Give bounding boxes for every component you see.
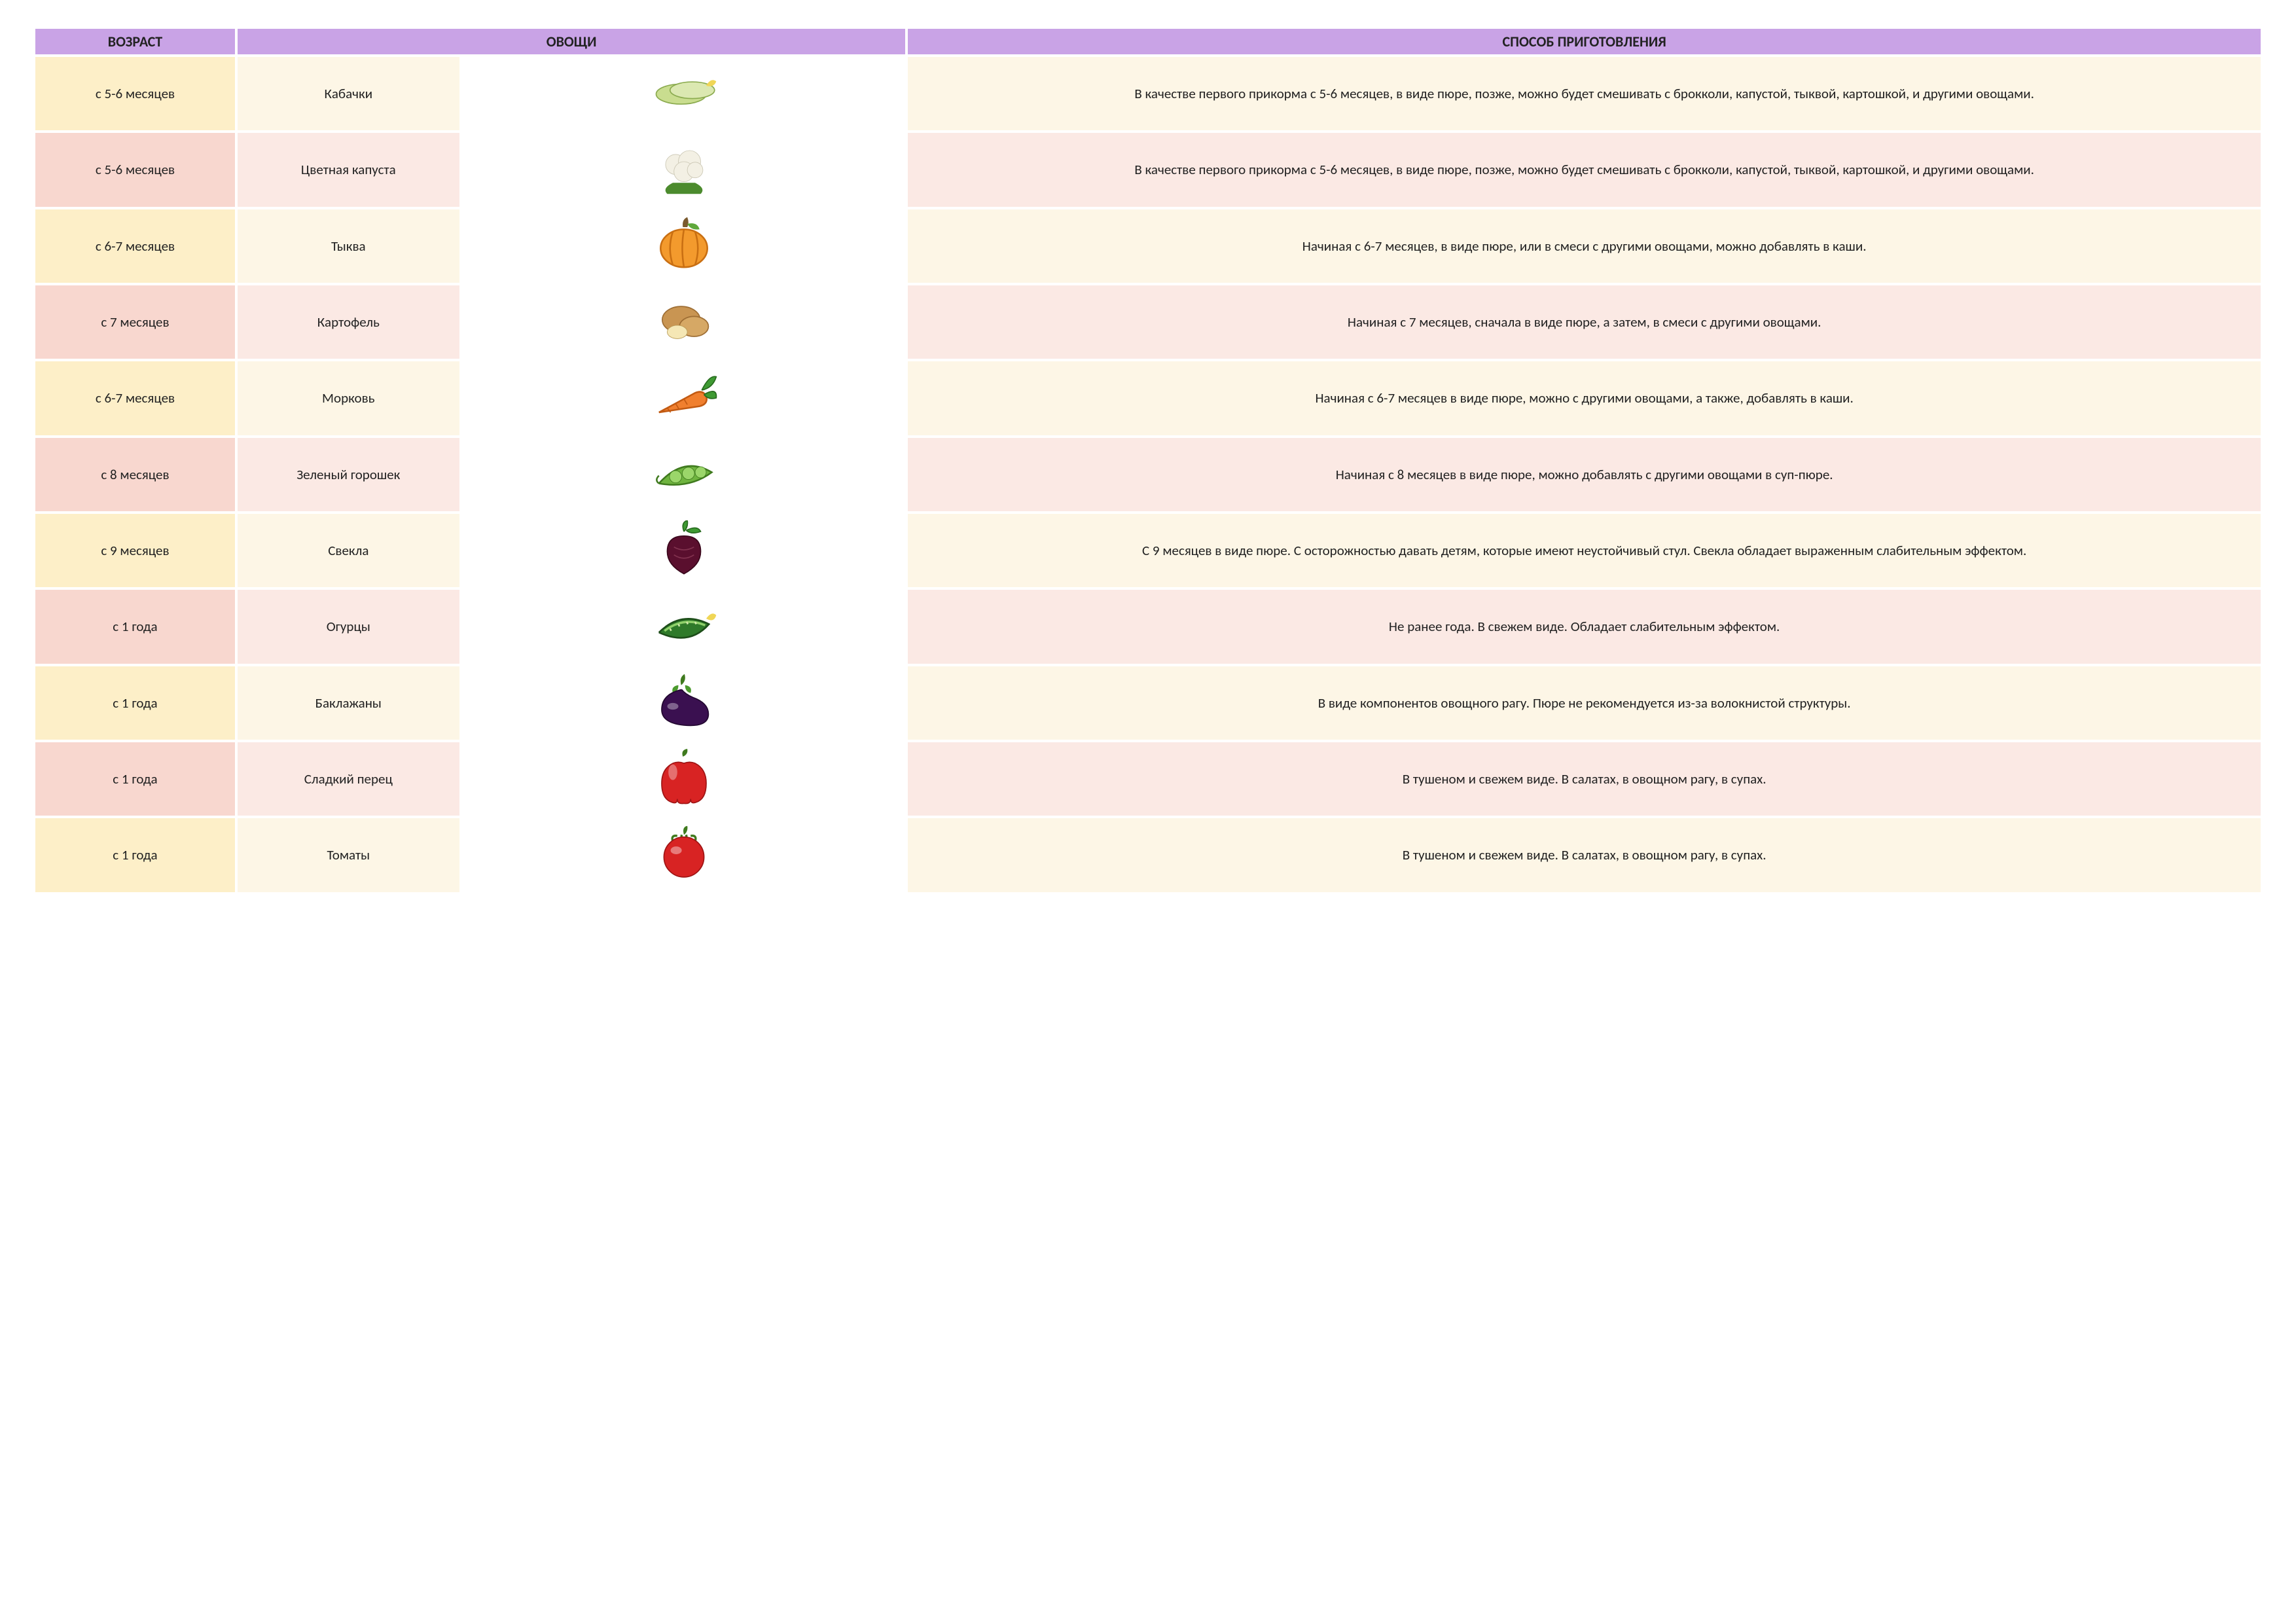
cell-icon — [462, 590, 906, 663]
cell-name: Огурцы — [238, 590, 459, 663]
cell-name: Морковь — [238, 361, 459, 435]
beet-icon — [651, 520, 717, 576]
table-row: с 1 годаСладкий перец В тушеном и свежем… — [35, 742, 2261, 816]
potato-icon — [651, 292, 717, 348]
tomato-icon — [651, 825, 717, 880]
cell-name: Томаты — [238, 818, 459, 892]
cell-prep: В качестве первого прикорма с 5-6 месяце… — [908, 133, 2261, 206]
table-row: с 5-6 месяцевЦветная капуста В качестве … — [35, 133, 2261, 206]
header-age: ВОЗРАСТ — [35, 29, 235, 54]
table-row: с 1 годаТоматы В тушеном и свежем виде. … — [35, 818, 2261, 892]
cell-prep: С 9 месяцев в виде пюре. С осторожностью… — [908, 514, 2261, 587]
pepper-icon — [651, 749, 717, 804]
cell-prep: Начиная с 8 месяцев в виде пюре, можно д… — [908, 438, 2261, 511]
cell-prep: Начиная с 6-7 месяцев, в виде пюре, или … — [908, 209, 2261, 283]
eggplant-icon — [651, 673, 717, 729]
header-prep: СПОСОБ ПРИГОТОВЛЕНИЯ — [908, 29, 2261, 54]
table-row: с 1 годаОгурцы Не ранее года. В свежем в… — [35, 590, 2261, 663]
cell-age: с 1 года — [35, 666, 235, 740]
cell-age: с 5-6 месяцев — [35, 57, 235, 130]
cell-icon — [462, 133, 906, 206]
cell-prep: Начиная с 7 месяцев, сначала в виде пюре… — [908, 285, 2261, 359]
cell-icon — [462, 514, 906, 587]
vegetable-table: ВОЗРАСТ ОВОЩИ СПОСОБ ПРИГОТОВЛЕНИЯ с 5-6… — [33, 26, 2263, 895]
cell-name: Зеленый горошек — [238, 438, 459, 511]
cell-age: с 6-7 месяцев — [35, 209, 235, 283]
cell-age: с 1 года — [35, 590, 235, 663]
table-row: с 8 месяцевЗеленый горошек Начиная с 8 м… — [35, 438, 2261, 511]
cell-prep: В виде компонентов овощного рагу. Пюре н… — [908, 666, 2261, 740]
cell-icon — [462, 666, 906, 740]
cell-name: Картофель — [238, 285, 459, 359]
header-row: ВОЗРАСТ ОВОЩИ СПОСОБ ПРИГОТОВЛЕНИЯ — [35, 29, 2261, 54]
cell-icon — [462, 361, 906, 435]
cucumber-icon — [651, 596, 717, 652]
cell-name: Тыква — [238, 209, 459, 283]
cell-icon — [462, 818, 906, 892]
cell-prep: В тушеном и свежем виде. В салатах, в ов… — [908, 742, 2261, 816]
table-row: с 6-7 месяцевТыква Начиная с 6-7 месяцев… — [35, 209, 2261, 283]
cauliflower-icon — [651, 139, 717, 195]
cell-prep: Не ранее года. В свежем виде. Обладает с… — [908, 590, 2261, 663]
cell-age: с 8 месяцев — [35, 438, 235, 511]
cell-age: с 7 месяцев — [35, 285, 235, 359]
table-row: с 1 годаБаклажаны В виде компонентов ово… — [35, 666, 2261, 740]
cell-name: Цветная капуста — [238, 133, 459, 206]
cell-icon — [462, 209, 906, 283]
zucchini-icon — [651, 63, 717, 119]
cell-age: с 9 месяцев — [35, 514, 235, 587]
cell-name: Сладкий перец — [238, 742, 459, 816]
cell-icon — [462, 438, 906, 511]
cell-age: с 6-7 месяцев — [35, 361, 235, 435]
cell-icon — [462, 285, 906, 359]
table-row: с 7 месяцевКартофель Начиная с 7 месяцев… — [35, 285, 2261, 359]
peas-icon — [651, 444, 717, 500]
cell-icon — [462, 742, 906, 816]
cell-age: с 1 года — [35, 818, 235, 892]
cell-icon — [462, 57, 906, 130]
table-row: с 6-7 месяцевМорковь Начиная с 6-7 месяц… — [35, 361, 2261, 435]
cell-name: Свекла — [238, 514, 459, 587]
header-veg: ОВОЩИ — [238, 29, 905, 54]
carrot-icon — [651, 368, 717, 424]
cell-name: Баклажаны — [238, 666, 459, 740]
table-row: с 9 месяцевСвекла С 9 месяцев в виде пюр… — [35, 514, 2261, 587]
cell-age: с 5-6 месяцев — [35, 133, 235, 206]
cell-age: с 1 года — [35, 742, 235, 816]
cell-prep: В тушеном и свежем виде. В салатах, в ов… — [908, 818, 2261, 892]
cell-name: Кабачки — [238, 57, 459, 130]
pumpkin-icon — [651, 216, 717, 272]
cell-prep: Начиная с 6-7 месяцев в виде пюре, можно… — [908, 361, 2261, 435]
table-row: с 5-6 месяцевКабачки В качестве первого … — [35, 57, 2261, 130]
cell-prep: В качестве первого прикорма с 5-6 месяце… — [908, 57, 2261, 130]
